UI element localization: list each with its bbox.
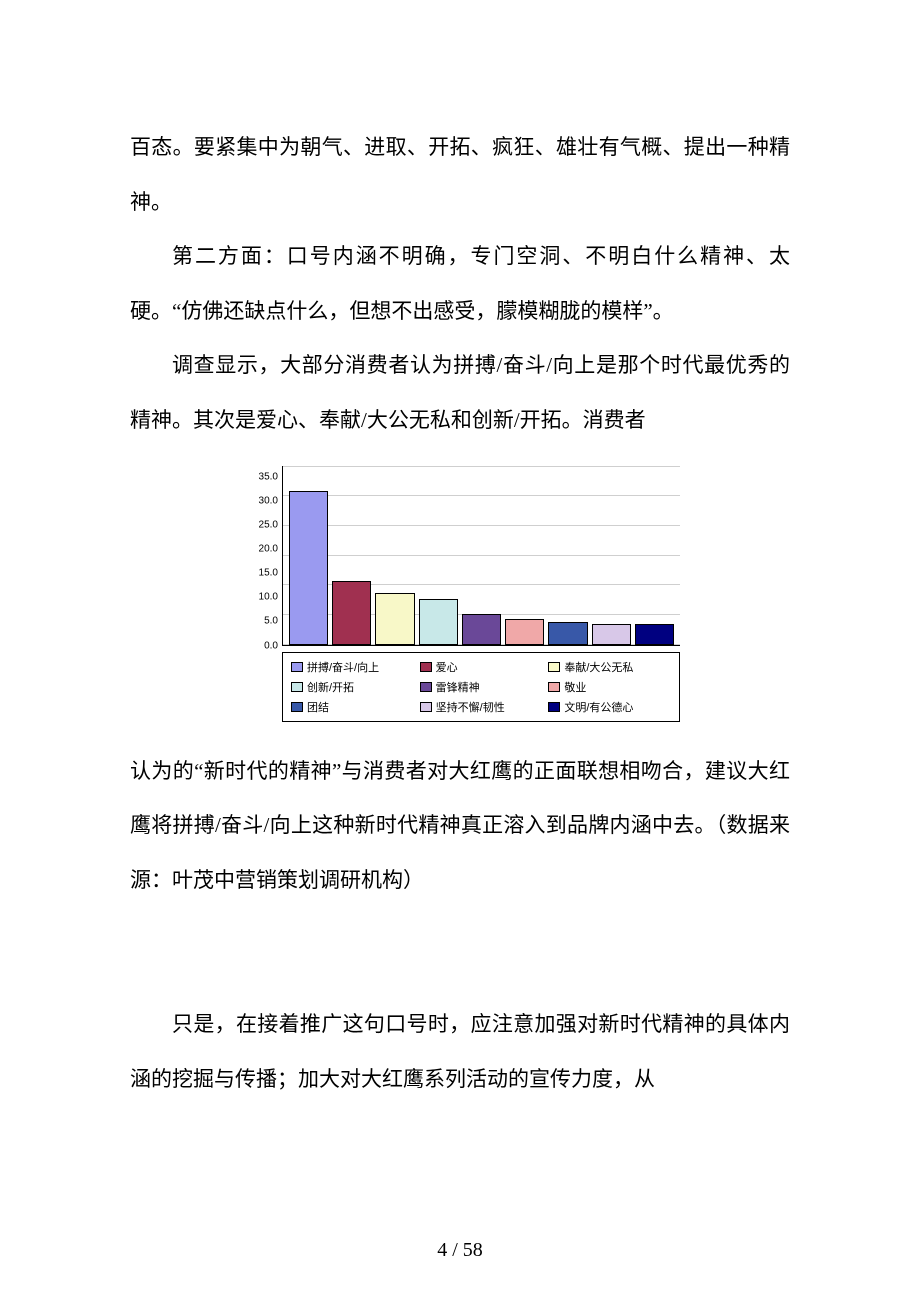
y-tick-label: 25.0 [259,519,278,530]
legend-item: 拼搏/奋斗/向上 [291,659,414,675]
legend-label: 团结 [307,699,329,715]
chart-y-axis: 35.030.025.020.015.010.05.00.0 [240,466,282,646]
paragraph-5: 只是，在接着推广这句口号时，应注意加强对新时代精神的具体内涵的挖掘与传播；加大对… [130,997,790,1106]
legend-swatch [548,682,560,692]
legend-item: 敬业 [548,679,671,695]
legend-swatch [548,662,560,672]
legend-swatch [420,682,432,692]
legend-label: 创新/开拓 [307,679,354,695]
y-tick-label: 5.0 [264,616,278,627]
legend-swatch [291,662,303,672]
legend-label: 坚持不懈/韧性 [436,699,505,715]
legend-swatch [420,662,432,672]
legend-item: 坚持不懈/韧性 [420,699,543,715]
chart-bar [462,614,501,645]
paragraph-2: 第二方面：口号内涵不明确，专门空洞、不明白什么精神、太硬。“仿佛还缺点什么，但想… [130,229,790,338]
y-tick-label: 10.0 [259,592,278,603]
chart-legend: 拼搏/奋斗/向上 爱心 奉献/大公无私创新/开拓 雷锋精神 敬业团结 坚持不懈/韧性 文明/… [282,652,680,722]
chart-bar [635,624,674,644]
legend-label: 奉献/大公无私 [564,659,633,675]
y-tick-label: 0.0 [264,640,278,651]
y-tick-label: 30.0 [259,495,278,506]
document-page: 百态。要紧集中为朝气、进取、开拓、疯狂、雄壮有气概、提出一种精神。 第二方面：口… [0,0,920,1167]
chart-plot [282,466,680,646]
chart-bar [419,599,458,645]
chart-plot-area: 35.030.025.020.015.010.05.00.0 [240,466,680,646]
paragraph-3: 调查显示，大部分消费者认为拼搏/奋斗/向上是那个时代最优秀的精神。其次是爱心、奉… [130,338,790,447]
y-tick-label: 15.0 [259,568,278,579]
legend-label: 敬业 [564,679,586,695]
legend-item: 奉献/大公无私 [548,659,671,675]
paragraph-4: 认为的“新时代的精神”与消费者对大红鹰的正面联想相吻合，建议大红鹰将拼搏/奋斗/… [130,744,790,908]
y-tick-label: 20.0 [259,543,278,554]
chart-bar [375,593,414,644]
bar-chart: 35.0 30.0 25.0 20.0 15.0 10.0 5.0 0.0 拼搏/奋斗/向上 爱… [240,466,680,722]
blank-spacer [130,907,790,997]
legend-label: 拼搏/奋斗/向上 [307,659,379,675]
legend-item: 创新/开拓 [291,679,414,695]
y-tick-label: 35.0 [259,471,278,482]
legend-swatch [291,702,303,712]
chart-bar [332,581,371,645]
legend-swatch [548,702,560,712]
legend-swatch [291,682,303,692]
legend-label: 雷锋精神 [436,679,480,695]
legend-item: 雷锋精神 [420,679,543,695]
legend-label: 文明/有公德心 [564,699,633,715]
chart-bar [592,624,631,644]
chart-bar [548,622,587,645]
legend-label: 爱心 [436,659,458,675]
legend-item: 文明/有公德心 [548,699,671,715]
legend-item: 团结 [291,699,414,715]
chart-bar [289,491,328,644]
paragraph-1: 百态。要紧集中为朝气、进取、开拓、疯狂、雄壮有气概、提出一种精神。 [130,120,790,229]
legend-swatch [420,702,432,712]
page-number: 4 / 58 [0,1239,920,1262]
legend-item: 爱心 [420,659,543,675]
chart-bar [505,619,544,645]
